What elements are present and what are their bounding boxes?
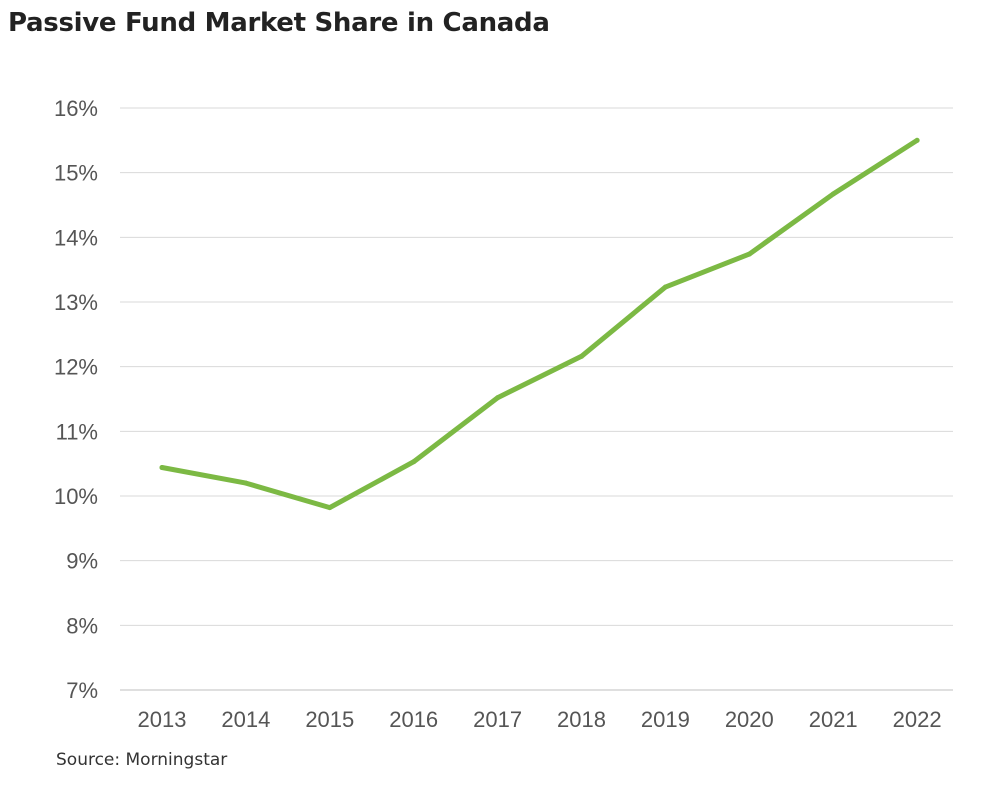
y-tick-label: 12% [54, 355, 98, 380]
y-tick-label: 15% [54, 161, 98, 186]
x-tick-label: 2020 [725, 707, 774, 732]
y-tick-label: 10% [54, 484, 98, 509]
y-tick-label: 9% [66, 549, 98, 574]
series-layer [159, 137, 920, 511]
data-point [243, 480, 249, 486]
x-tick-label: 2019 [641, 707, 690, 732]
gridlines [120, 107, 953, 691]
source-note: Source: Morningstar [56, 750, 228, 770]
x-tick-label: 2018 [557, 707, 606, 732]
x-tick-label: 2013 [138, 707, 187, 732]
y-tick-label: 16% [54, 96, 98, 121]
x-tick-label: 2015 [305, 707, 354, 732]
data-point [914, 137, 920, 143]
data-point [159, 465, 165, 471]
y-axis-ticks: 7% 8% 9% 10% 11% 12% 13% 14% 15% 16% [54, 96, 98, 703]
data-point [495, 395, 501, 401]
data-point [579, 353, 584, 359]
y-tick-label: 11% [56, 419, 98, 444]
x-tick-label: 2017 [473, 707, 522, 732]
chart-title: Passive Fund Market Share in Canada [8, 8, 550, 38]
y-tick-label: 8% [66, 613, 98, 638]
y-tick-label: 13% [54, 290, 98, 315]
x-axis-ticks: 2013 2014 2015 2016 2017 2018 2019 2020 2021 2022 [138, 707, 942, 732]
y-tick-label: 7% [66, 678, 98, 703]
data-point [327, 505, 333, 511]
data-point [411, 459, 417, 465]
data-point [746, 251, 752, 257]
data-point [830, 191, 836, 197]
x-tick-label: 2021 [809, 707, 858, 732]
data-point [662, 284, 668, 290]
x-tick-label: 2014 [221, 707, 270, 732]
y-tick-label: 14% [54, 225, 98, 250]
x-tick-label: 2016 [389, 707, 438, 732]
x-tick-label: 2022 [893, 707, 942, 732]
series-line [159, 137, 920, 511]
